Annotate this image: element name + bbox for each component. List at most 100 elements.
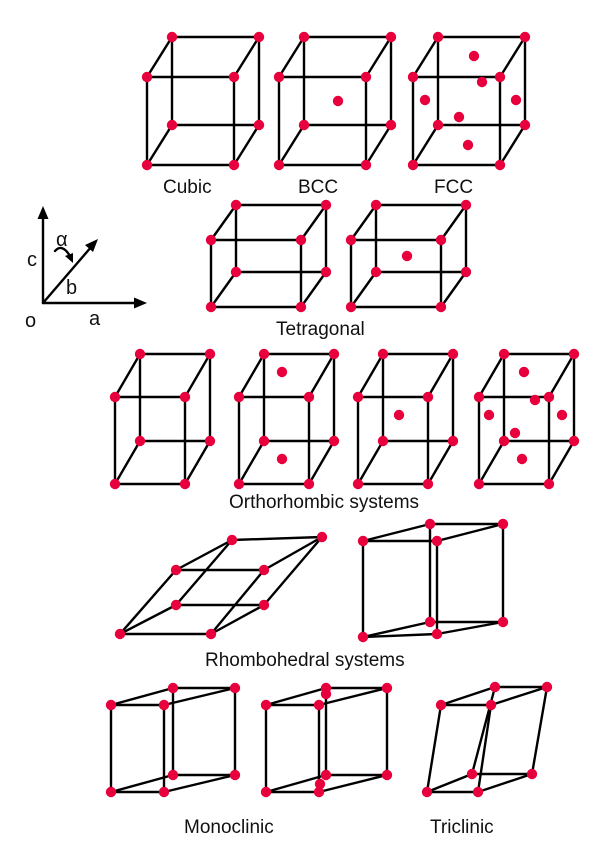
bcc-cell-corner-atom (298, 31, 310, 43)
bcc-cell-inner-atom (332, 95, 344, 107)
monoclinic-simple-cell-corner-atom (158, 786, 170, 798)
orthorhombic-face-centered-cell-corner-atom (473, 391, 485, 403)
cubic-cell (141, 31, 265, 171)
bcc-cell-edge (277, 35, 306, 79)
orthorhombic-simple-cell-edge (113, 352, 142, 399)
orthorhombic-body-centered-cell-corner-atom (352, 478, 364, 490)
tetragonal-body-centered-cell (345, 199, 472, 313)
rhombohedral-prism-cell-corner-atom (431, 628, 443, 640)
monoclinic-simple-cell-edge (162, 773, 237, 794)
bcc-cell (273, 31, 397, 171)
rhombohedral-cell-corner-atom (226, 534, 238, 546)
rhombohedral-cell-corner-atom (170, 564, 182, 576)
orthorhombic-face-centered-cell-edge (477, 352, 506, 399)
cubic-cell-corner-atom (141, 159, 153, 171)
rhombohedral-prism-cell (357, 518, 509, 643)
label-triclinic: Triclinic (430, 817, 494, 838)
rhombohedral-prism-cell-corner-atom (357, 535, 369, 547)
cubic-cell-corner-atom (253, 31, 265, 43)
rhombohedral-prism-cell-edge (361, 632, 439, 639)
monoclinic-base-centered-cell-edge (264, 686, 328, 707)
rhombohedral-cell-corner-atom (316, 531, 328, 543)
tetragonal-cell-edge (299, 203, 328, 242)
orthorhombic-body-centered-cell-edge (356, 439, 385, 486)
monoclinic-base-centered-cell-edge (317, 686, 389, 707)
fcc-cell-edge (411, 123, 440, 167)
fcc-cell-corner-atom (432, 119, 444, 131)
tetragonal-cell-corner-atom (205, 301, 217, 313)
rhombohedral-cell-corner-atom (205, 628, 217, 640)
cubic-cell-corner-atom (228, 71, 240, 83)
bcc-cell-corner-atom (273, 71, 285, 83)
orthorhombic-base-centered-cell-inner-atom (276, 366, 288, 378)
bcc-cell-corner-atom (298, 119, 310, 131)
orthorhombic-body-centered-cell-edge (426, 439, 455, 486)
orthorhombic-face-centered-cell-corner-atom (568, 435, 580, 447)
orthorhombic-base-centered-cell-edge (237, 352, 266, 399)
monoclinic-base-centered-cell-edge (317, 773, 389, 794)
rhombohedral-cell-corner-atom (114, 628, 126, 640)
orthorhombic-face-centered-cell-inner-atom (556, 409, 568, 421)
orthorhombic-face-centered-cell-edge (547, 439, 576, 486)
cubic-cell-corner-atom (141, 71, 153, 83)
label-fcc: FCC (434, 177, 473, 198)
orthorhombic-base-centered-cell-inner-atom (276, 453, 288, 465)
rhombohedral-cell-edge (118, 603, 178, 636)
orthorhombic-face-centered-cell (473, 348, 580, 490)
orthorhombic-simple-cell-corner-atom (204, 348, 216, 360)
monoclinic-simple-cell-corner-atom (167, 769, 179, 781)
rhombohedral-cell-corner-atom (258, 599, 270, 611)
label-rhombohedral: Rhombohedral systems (205, 650, 405, 671)
monoclinic-base-centered-cell-edge (264, 773, 328, 794)
alpha-angle-arc (53, 246, 72, 258)
rhombohedral-cell-edge (230, 535, 324, 542)
monoclinic-base-centered-cell-inner-atom (320, 688, 332, 700)
rhombohedral-cell-corner-atom (258, 564, 270, 576)
tetragonal-cell (205, 199, 332, 313)
orthorhombic-simple-cell-edge (183, 439, 212, 486)
orthorhombic-body-centered-cell-edge (356, 352, 385, 399)
fcc-cell-inner-atom (419, 94, 431, 106)
orthorhombic-face-centered-cell-corner-atom (473, 478, 485, 490)
triclinic-cell-corner-atom (472, 786, 484, 798)
tetragonal-cell-corner-atom (230, 199, 242, 211)
fcc-cell-inner-atom (453, 111, 465, 123)
rhombohedral-cell-edge (209, 603, 266, 636)
fcc-cell-edge (498, 123, 527, 167)
tetragonal-body-centered-cell-corner-atom (460, 199, 472, 211)
orthorhombic-base-centered-cell-corner-atom (258, 348, 270, 360)
triclinic-cell-edge (476, 703, 493, 794)
tetragonal-cell-edge (209, 270, 238, 309)
orthorhombic-body-centered-cell-corner-atom (447, 435, 459, 447)
fcc-cell-corner-atom (494, 159, 506, 171)
label-tetragonal: Tetragonal (276, 319, 365, 340)
rhombohedral-prism-cell-corner-atom (497, 616, 509, 628)
fcc-cell-corner-atom (407, 71, 419, 83)
rhombohedral-cell-edge (262, 535, 324, 572)
orthorhombic-simple-cell-edge (113, 439, 142, 486)
monoclinic-simple-cell-edge (109, 686, 175, 707)
triclinic-cell-edge (425, 703, 443, 794)
alpha-arrowhead (65, 253, 73, 263)
rhombohedral-cell-edge (118, 568, 178, 636)
fcc-cell-inner-atom (510, 94, 522, 106)
orthorhombic-face-centered-cell-inner-atom (529, 394, 541, 406)
tetragonal-cell-corner-atom (295, 234, 307, 246)
rhombohedral-prism-cell-corner-atom (357, 631, 369, 643)
c-axis-arrowhead (37, 206, 49, 219)
cubic-cell-corner-atom (228, 159, 240, 171)
fcc-cell-corner-atom (519, 31, 531, 43)
bcc-cell-corner-atom (273, 159, 285, 171)
tetragonal-body-centered-cell-corner-atom (435, 234, 447, 246)
origin-label: o (25, 310, 36, 332)
triclinic-cell-corner-atom (485, 699, 497, 711)
tetragonal-body-centered-cell-corner-atom (460, 266, 472, 278)
tetragonal-cell-corner-atom (320, 199, 332, 211)
tetragonal-cell-corner-atom (205, 234, 217, 246)
orthorhombic-base-centered-cell-corner-atom (233, 478, 245, 490)
orthorhombic-simple-cell-corner-atom (109, 391, 121, 403)
triclinic-cell-corner-atom (541, 681, 553, 693)
bcc-cell-edge (364, 35, 393, 79)
triclinic-cell-edge (530, 685, 549, 776)
fcc-cell-inner-atom (476, 76, 488, 88)
